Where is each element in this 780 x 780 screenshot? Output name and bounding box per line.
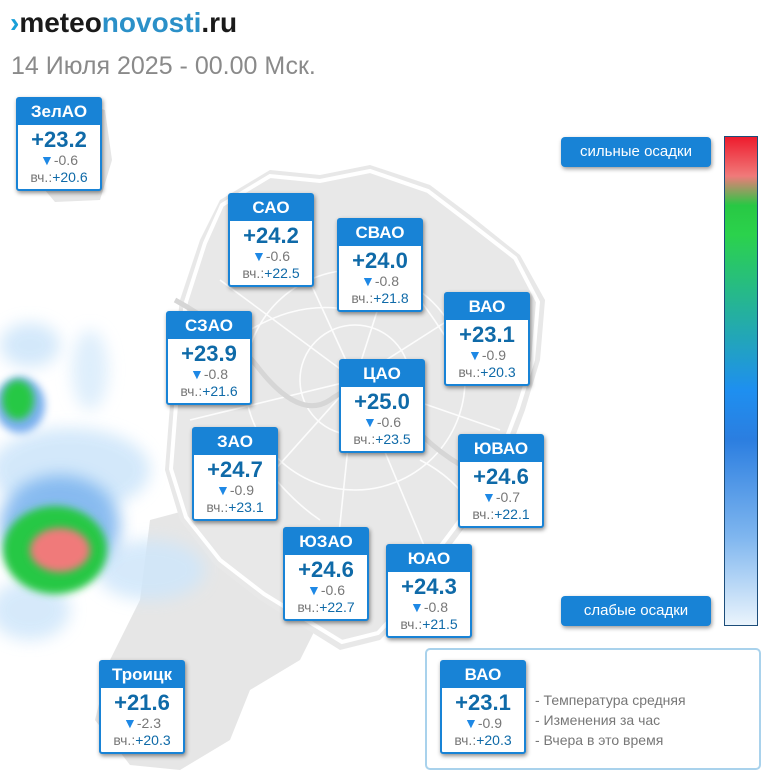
district-yesterday: +22.7 — [319, 599, 355, 615]
date-subtitle: 14 Июля 2025 - 00.00 Мск. — [11, 52, 316, 80]
district-change: -0.6 — [320, 582, 345, 598]
yesterday-prefix: вч.: — [458, 364, 481, 380]
precipitation-overlay — [0, 323, 205, 640]
district-temp: +24.0 — [352, 248, 408, 273]
precip-colorbar — [724, 136, 758, 626]
district-change: -0.9 — [229, 482, 254, 498]
down-triangle-icon: ▼ — [216, 482, 230, 498]
down-triangle-icon: ▼ — [252, 248, 266, 264]
yesterday-prefix: вч.: — [353, 431, 376, 447]
legend-line-temp: - Температура средняя — [535, 692, 686, 708]
yesterday-prefix: вч.: — [242, 265, 265, 281]
precip-high-label: сильные осадки — [561, 137, 711, 167]
district-temp: +21.6 — [114, 690, 170, 715]
down-triangle-icon: ▼ — [40, 152, 54, 168]
district-change: -2.3 — [136, 715, 161, 731]
legend-sample-name: ВАО — [442, 662, 524, 688]
district-temp: +24.6 — [298, 557, 354, 582]
district-temp: +24.3 — [401, 574, 457, 599]
legend-line-yesterday: - Вчера в это время — [535, 732, 664, 748]
down-triangle-icon: ▼ — [482, 489, 496, 505]
district-card-sao: САО +24.2 ▼-0.6 вч.:+22.5 — [228, 193, 314, 287]
district-change: -0.6 — [53, 152, 78, 168]
district-change: -0.8 — [423, 599, 448, 615]
district-temp: +24.7 — [207, 457, 263, 482]
district-change: -0.8 — [374, 273, 399, 289]
down-triangle-icon: ▼ — [361, 273, 375, 289]
district-card-szao: СЗАО +23.9 ▼-0.8 вч.:+21.6 — [166, 311, 252, 405]
yesterday-prefix: вч.: — [180, 383, 203, 399]
yesterday-prefix: вч.: — [351, 290, 374, 306]
district-card-yuvao: ЮВАО +24.6 ▼-0.7 вч.:+22.1 — [458, 434, 544, 528]
yesterday-prefix: вч.: — [30, 169, 53, 185]
district-yesterday: +20.3 — [135, 732, 171, 748]
legend-box: ВАО +23.1 ▼-0.9 вч.:+20.3 - Температура … — [425, 648, 761, 770]
legend-line-change: - Изменения за час — [535, 712, 661, 728]
down-triangle-icon: ▼ — [307, 582, 321, 598]
yesterday-prefix: вч.: — [206, 499, 229, 515]
legend-sample-temp: +23.1 — [455, 690, 511, 715]
district-temp: +24.6 — [473, 464, 529, 489]
yesterday-prefix: вч.: — [472, 506, 495, 522]
district-name: СВАО — [339, 220, 421, 246]
district-temp: +23.1 — [459, 322, 515, 347]
district-card-yuzao: ЮЗАО +24.6 ▼-0.6 вч.:+22.7 — [283, 527, 369, 621]
logo-prefix: meteo — [19, 7, 102, 38]
district-yesterday: +22.1 — [494, 506, 530, 522]
yesterday-prefix: вч.: — [454, 732, 477, 748]
down-triangle-icon: ▼ — [464, 715, 478, 731]
district-name: ЮВАО — [460, 436, 542, 462]
district-yesterday: +21.5 — [422, 616, 458, 632]
district-card-svao: СВАО +24.0 ▼-0.8 вч.:+21.8 — [337, 218, 423, 312]
down-triangle-icon: ▼ — [123, 715, 137, 731]
legend-sample-yesterday: +20.3 — [476, 732, 512, 748]
down-triangle-icon: ▼ — [410, 599, 424, 615]
logo-mid: novosti — [101, 7, 202, 38]
district-temp: +23.9 — [181, 341, 237, 366]
district-yesterday: +23.5 — [375, 431, 411, 447]
site-logo[interactable]: ›meteonovosti.ru — [10, 6, 237, 40]
district-name: ЦАО — [341, 361, 423, 387]
district-temp: +23.2 — [31, 127, 87, 152]
district-card-zao: ЗАО +24.7 ▼-0.9 вч.:+23.1 — [192, 427, 278, 521]
district-yesterday: +22.5 — [264, 265, 300, 281]
district-name: ЗАО — [194, 429, 276, 455]
district-temp: +25.0 — [354, 389, 410, 414]
district-change: -0.8 — [203, 366, 228, 382]
down-triangle-icon: ▼ — [468, 347, 482, 363]
district-change: -0.7 — [495, 489, 520, 505]
yesterday-prefix: вч.: — [113, 732, 136, 748]
district-card-cao: ЦАО +25.0 ▼-0.6 вч.:+23.5 — [339, 359, 425, 453]
district-yesterday: +20.3 — [480, 364, 516, 380]
legend-sample-change: -0.9 — [477, 715, 502, 731]
district-name: Троицк — [101, 662, 183, 688]
district-name: ВАО — [446, 294, 528, 320]
district-change: -0.6 — [265, 248, 290, 264]
yesterday-prefix: вч.: — [400, 616, 423, 632]
district-yesterday: +21.6 — [202, 383, 238, 399]
district-card-zelao: ЗелАО +23.2 ▼-0.6 вч.:+20.6 — [16, 97, 102, 191]
down-triangle-icon: ▼ — [190, 366, 204, 382]
logo-chevron-icon: › — [10, 7, 20, 38]
district-name: СЗАО — [168, 313, 250, 339]
down-triangle-icon: ▼ — [363, 414, 377, 430]
district-name: ЮАО — [388, 546, 470, 572]
district-yesterday: +21.8 — [373, 290, 409, 306]
district-yesterday: +23.1 — [228, 499, 264, 515]
district-change: -0.6 — [376, 414, 401, 430]
district-temp: +24.2 — [243, 223, 299, 248]
district-name: САО — [230, 195, 312, 221]
district-name: ЗелАО — [18, 99, 100, 125]
logo-suffix: .ru — [201, 7, 238, 38]
yesterday-prefix: вч.: — [297, 599, 320, 615]
legend-sample-card: ВАО +23.1 ▼-0.9 вч.:+20.3 — [440, 660, 526, 754]
district-card-vao: ВАО +23.1 ▼-0.9 вч.:+20.3 — [444, 292, 530, 386]
district-change: -0.9 — [481, 347, 506, 363]
district-yesterday: +20.6 — [52, 169, 88, 185]
precip-low-label: слабые осадки — [561, 596, 711, 626]
district-card-yuao: ЮАО +24.3 ▼-0.8 вч.:+21.5 — [386, 544, 472, 638]
district-name: ЮЗАО — [285, 529, 367, 555]
district-card-troitsk: Троицк +21.6 ▼-2.3 вч.:+20.3 — [99, 660, 185, 754]
